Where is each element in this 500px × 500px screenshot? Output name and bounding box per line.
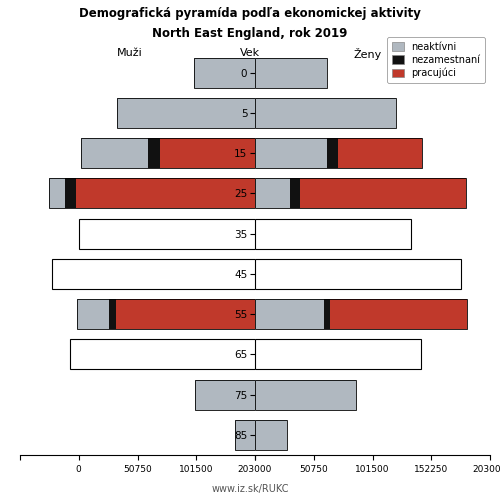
Bar	[327, 138, 338, 168]
Bar	[255, 299, 324, 329]
Bar	[76, 178, 255, 208]
Legend: neaktívni, nezamestnaní, pracujúci: neaktívni, nezamestnaní, pracujúci	[387, 37, 485, 84]
Bar	[255, 98, 396, 128]
Bar	[255, 58, 327, 88]
Bar	[76, 299, 109, 329]
Bar	[255, 98, 396, 128]
Text: Ženy: Ženy	[354, 48, 382, 60]
Bar	[148, 138, 160, 168]
Bar	[255, 138, 327, 168]
Bar	[338, 138, 421, 168]
Bar	[79, 218, 255, 248]
Bar	[160, 138, 255, 168]
Text: www.iz.sk/RUKC: www.iz.sk/RUKC	[211, 484, 289, 494]
Text: North East England, rok 2019: North East England, rok 2019	[152, 28, 348, 40]
Bar	[82, 138, 255, 168]
Bar	[290, 178, 300, 208]
Bar	[70, 340, 255, 370]
Bar	[195, 380, 255, 410]
Bar	[49, 178, 65, 208]
Bar	[236, 420, 255, 450]
Bar	[255, 340, 420, 370]
Bar	[52, 259, 255, 289]
Bar	[255, 259, 461, 289]
Bar	[65, 178, 76, 208]
Bar	[194, 58, 255, 88]
Text: Muži: Muži	[117, 48, 143, 58]
Bar	[255, 178, 466, 208]
Bar	[255, 218, 412, 248]
Bar	[330, 299, 467, 329]
Bar	[109, 299, 116, 329]
Bar	[116, 299, 255, 329]
Bar	[117, 98, 255, 128]
Bar	[49, 178, 255, 208]
Bar	[255, 380, 356, 410]
Bar	[255, 58, 327, 88]
Text: Vek: Vek	[240, 48, 260, 58]
Bar	[255, 138, 422, 168]
Bar	[300, 178, 466, 208]
Bar	[255, 380, 356, 410]
Bar	[255, 178, 290, 208]
Bar	[117, 98, 255, 128]
Bar	[194, 58, 255, 88]
Bar	[195, 380, 255, 410]
Bar	[324, 299, 330, 329]
Bar	[255, 299, 467, 329]
Bar	[236, 420, 255, 450]
Bar	[82, 138, 148, 168]
Bar	[76, 299, 255, 329]
Text: Demografická pyramída podľa ekonomickej aktivity: Demografická pyramída podľa ekonomickej …	[79, 8, 421, 20]
Bar	[255, 420, 288, 450]
Bar	[255, 420, 288, 450]
